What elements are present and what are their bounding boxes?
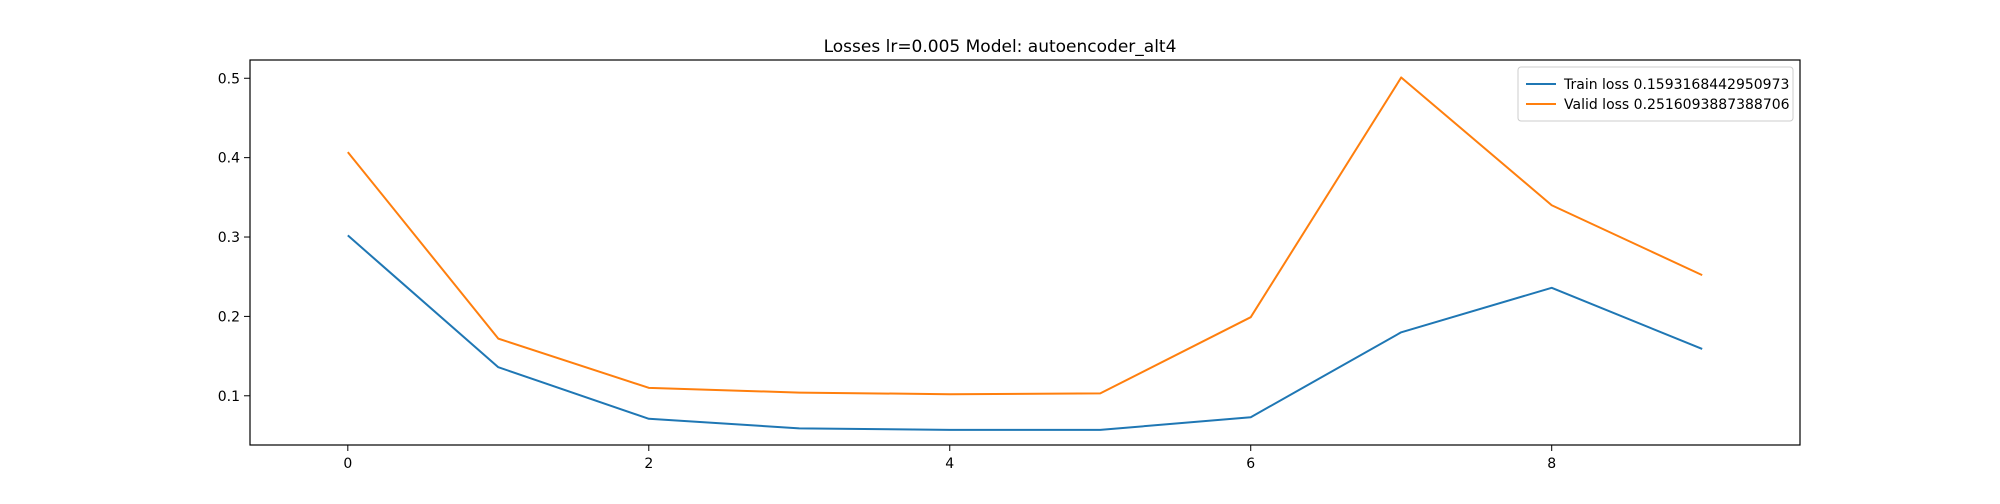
y-axis: 0.1 0.2 0.3 0.4 0.5	[218, 71, 250, 405]
y-tick-label: 0.2	[218, 309, 240, 325]
y-tick-label: 0.5	[218, 71, 240, 87]
y-tick-label: 0.1	[218, 389, 240, 405]
x-tick-label: 8	[1547, 456, 1556, 472]
plot-frame	[249, 59, 1801, 446]
legend-box	[1517, 66, 1794, 122]
x-tick-label: 4	[945, 456, 954, 472]
legend: Train loss 0.1593168442950973 Valid loss …	[1517, 66, 1794, 122]
y-tick-label: 0.3	[218, 230, 240, 246]
x-tick-label: 2	[644, 456, 653, 472]
series-line-train-loss	[347, 234, 1703, 431]
legend-label: Valid loss 0.2516093887388706	[1564, 97, 1790, 113]
series-lines	[347, 76, 1703, 431]
x-tick-label: 6	[1246, 456, 1255, 472]
chart-title: Losses lr=0.005 Model: autoencoder_alt4	[824, 37, 1177, 57]
y-tick-label: 0.4	[218, 151, 240, 167]
legend-label: Train loss 0.1593168442950973	[1563, 77, 1789, 93]
x-axis: 0 2 4 6 8	[343, 445, 1556, 472]
x-tick-label: 0	[343, 456, 352, 472]
series-line-valid-loss	[347, 76, 1703, 396]
